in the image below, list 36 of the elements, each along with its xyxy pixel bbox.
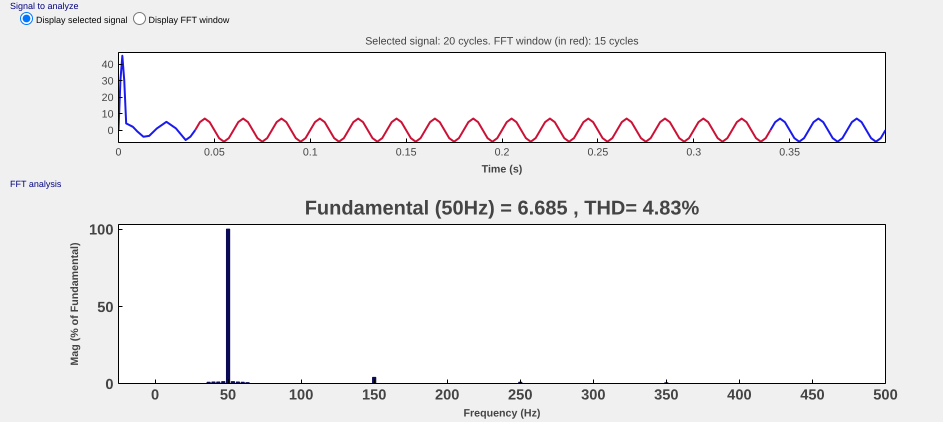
x-tick-label: 150 [362,388,386,404]
x-axis-title: Time (s) [482,164,523,176]
x-tick-label: 200 [434,388,460,404]
x-tick-label: 0.25 [588,146,608,158]
x-tick-label: 350 [654,388,679,404]
x-tick-label: 300 [581,388,606,404]
y-tick-label: 20 [102,92,114,104]
chart-title: Fundamental (50Hz) = 6.685 , THD= 4.83% [304,198,700,220]
x-tick-label: 250 [508,388,533,404]
x-tick-label: 0 [116,146,122,158]
x-tick-label: 0.3 [686,146,702,158]
y-tick-label: 0 [108,125,114,138]
x-tick-label: 400 [727,388,752,404]
y-axis-title: Mag (% of Fundamental) [69,242,82,366]
y-tick-label: 0 [105,377,114,393]
text: FFT analysis [10,178,62,191]
x-tick-label: 500 [873,388,898,404]
x-tick-label: 450 [800,388,825,404]
x-tick-label: 0.1 [302,146,318,158]
x-tick-label: 0.05 [204,146,225,158]
y-tick-label: 30 [102,76,114,88]
x-tick-label: 50 [220,388,236,404]
y-tick-label: 100 [89,222,114,239]
text: Display FFT window [148,15,230,25]
text: Display selected signal [36,15,128,25]
chart-title: Selected signal: 20 cycles. FFT window (in red): 15 cycles [365,36,639,48]
text: Signal to analyze [10,0,79,13]
x-tick-label: 0.35 [779,146,800,158]
y-tick-label: 40 [102,59,114,72]
y-tick-label: 50 [97,300,114,316]
x-tick-label: 100 [288,388,314,404]
y-tick-label: 10 [102,108,114,121]
x-tick-label: 0.2 [494,146,510,158]
x-axis-title: Frequency (Hz) [464,408,541,420]
x-tick-label: 0 [150,388,160,404]
x-tick-label: 0.15 [396,146,417,158]
